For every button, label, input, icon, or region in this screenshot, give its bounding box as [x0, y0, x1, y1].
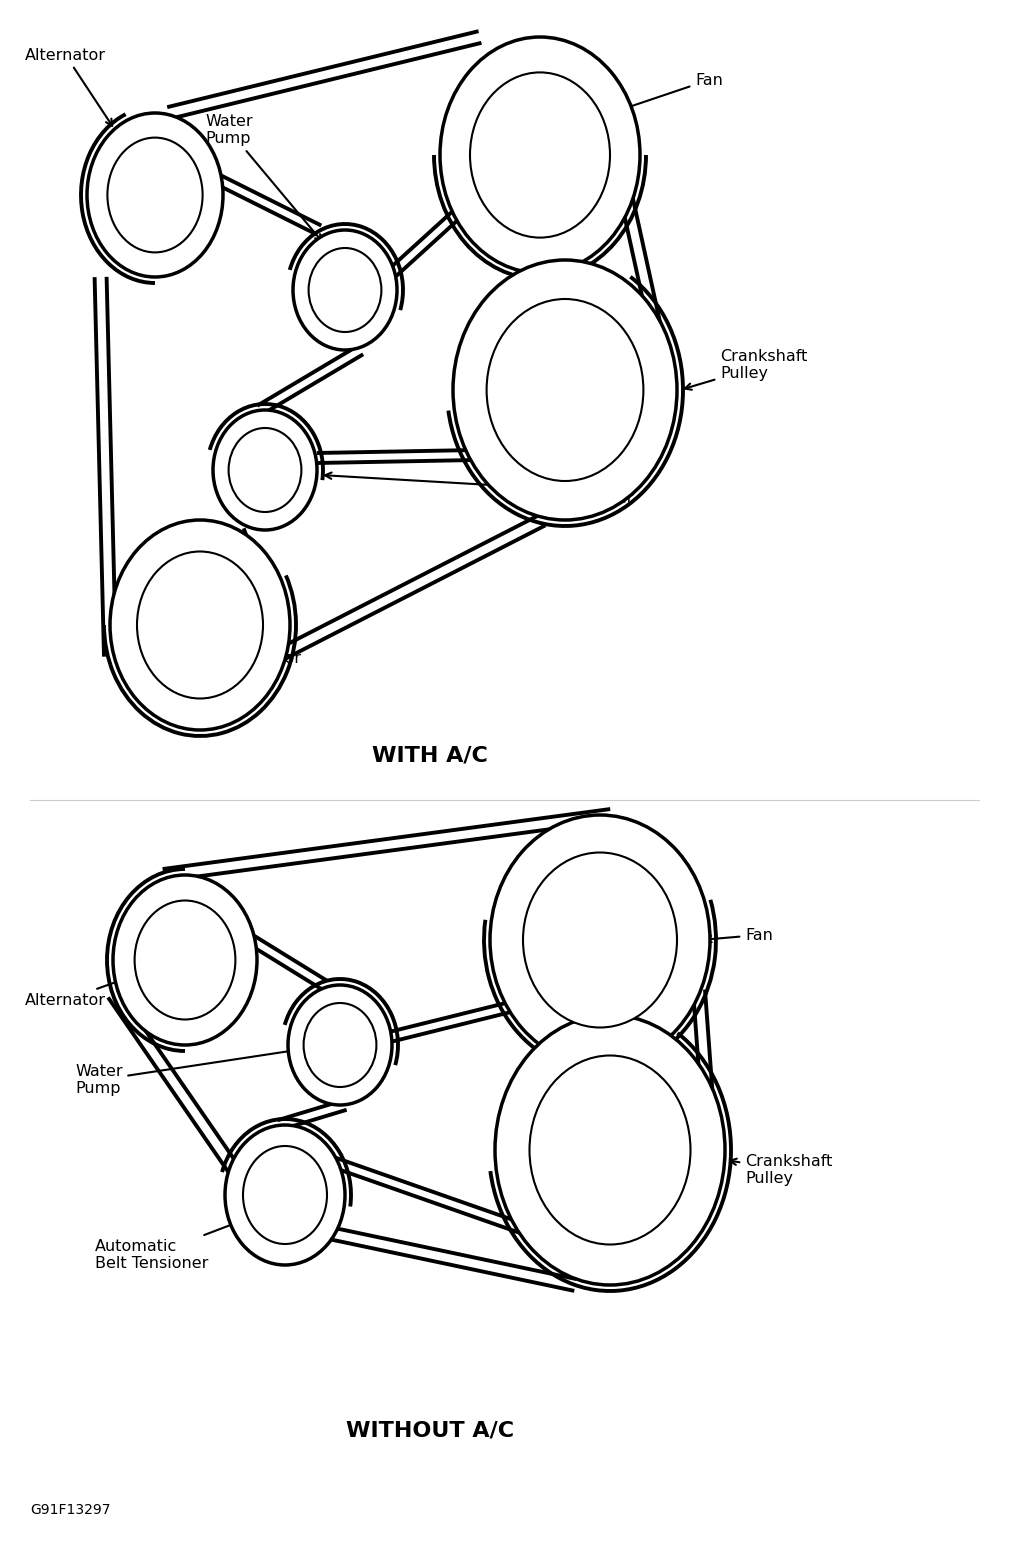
Text: Automatic
Belt Tensioner: Automatic Belt Tensioner [95, 1210, 265, 1272]
Ellipse shape [229, 428, 302, 513]
Ellipse shape [288, 985, 393, 1105]
Text: Fan: Fan [625, 72, 722, 110]
Ellipse shape [530, 1055, 690, 1245]
Ellipse shape [243, 1146, 327, 1243]
Ellipse shape [225, 1124, 345, 1265]
Text: Water
Pump: Water Pump [75, 1046, 305, 1096]
Ellipse shape [304, 1004, 376, 1087]
Text: Automatic
Belt Tensioner: Automatic Belt Tensioner [325, 472, 634, 506]
Text: Alternator: Alternator [25, 971, 145, 1008]
Text: Alternator: Alternator [25, 47, 112, 125]
Ellipse shape [87, 113, 223, 278]
Ellipse shape [470, 72, 610, 238]
Text: Crankshaft
Pulley: Crankshaft Pulley [685, 348, 807, 390]
Ellipse shape [495, 1014, 725, 1286]
Ellipse shape [486, 299, 644, 481]
Ellipse shape [113, 875, 257, 1044]
Ellipse shape [110, 521, 290, 731]
Ellipse shape [293, 230, 397, 350]
Text: Crankshaft
Pulley: Crankshaft Pulley [731, 1154, 832, 1187]
Ellipse shape [137, 552, 263, 698]
Text: G91F13297: G91F13297 [30, 1504, 111, 1516]
Ellipse shape [453, 260, 677, 521]
Text: Water
Pump: Water Pump [205, 114, 322, 241]
Ellipse shape [490, 815, 710, 1065]
Ellipse shape [107, 138, 203, 252]
Ellipse shape [440, 38, 640, 273]
Ellipse shape [213, 409, 317, 530]
Ellipse shape [309, 248, 381, 332]
Ellipse shape [134, 900, 235, 1019]
Text: WITH A/C: WITH A/C [372, 745, 488, 765]
Text: Fan: Fan [705, 928, 773, 942]
Text: WITHOUT A/C: WITHOUT A/C [346, 1421, 514, 1439]
Text: A/C
Compressor: A/C Compressor [205, 619, 301, 666]
Ellipse shape [523, 853, 677, 1027]
